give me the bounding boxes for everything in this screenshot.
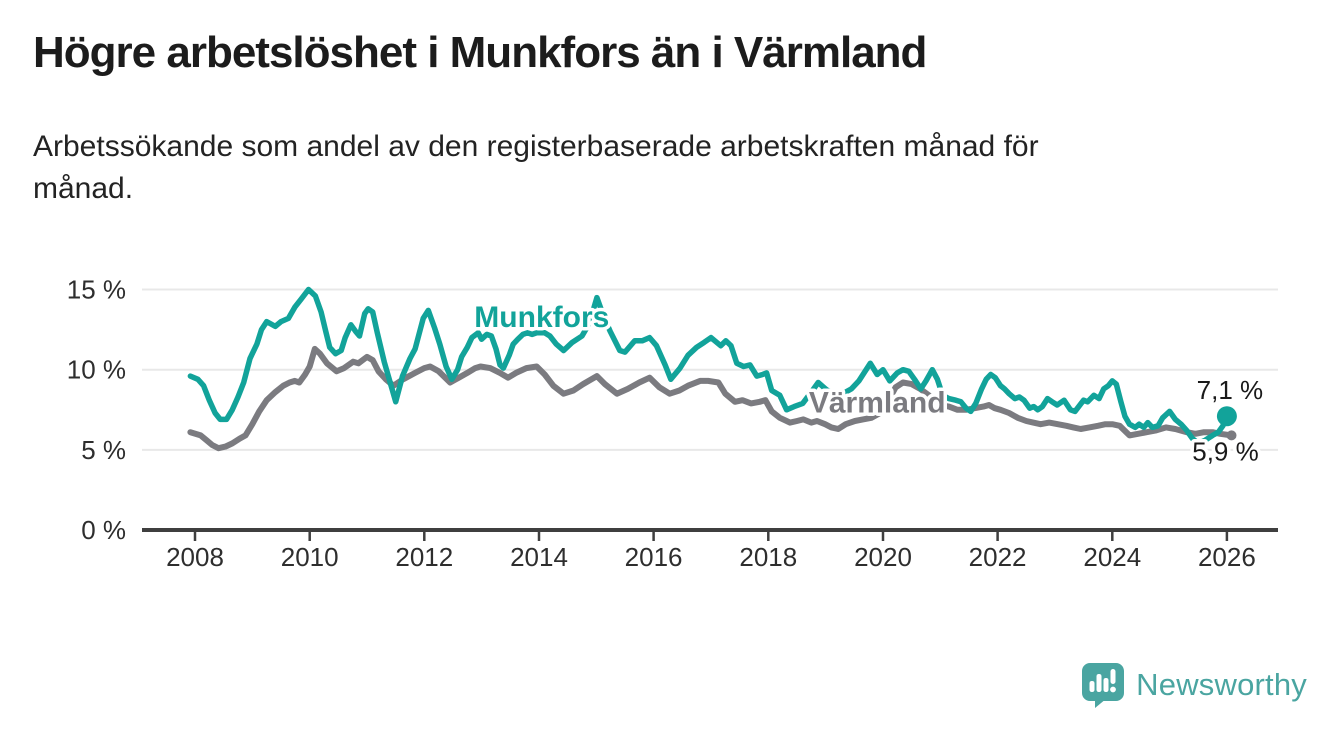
series-line-munkfors [187,286,1230,447]
end-dot-munkfors [1216,406,1237,427]
y-tick-label-5pct: 5 % [81,435,126,465]
x-tick-label-2008: 2008 [166,542,224,572]
end-value-munkfors: 7,1 % [1197,375,1264,405]
y-tick-label-0pct: 0 % [81,515,126,545]
newsworthy-logo: Newsworthy [1080,661,1307,708]
end-cap-värmland [1226,430,1237,441]
y-tick-label-15pct: 15 % [67,275,126,305]
x-tick-label-2012: 2012 [395,542,453,572]
x-tick-label-2026: 2026 [1198,542,1256,572]
x-tick-label-2010: 2010 [281,542,339,572]
series-label-värmland: Värmland [809,387,946,420]
series-line-värmland [187,345,1235,452]
newsworthy-logo-icon [1082,663,1125,708]
series-label-munkfors: Munkfors [474,301,609,334]
page-title: Högre arbetslöshet i Munkfors än i Värml… [33,28,927,77]
x-tick-label-2022: 2022 [969,542,1027,572]
x-tick-label-2014: 2014 [510,542,568,572]
newsworthy-logo-text: Newsworthy [1136,666,1307,702]
end-value-varmland: 5,9 % [1192,436,1259,466]
page-subtitle: Arbetssökande som andel av den registerb… [33,126,1039,210]
subtitle-line-2: månad. [33,172,134,205]
x-tick-label-2016: 2016 [625,542,683,572]
subtitle-line-1: Arbetssökande som andel av den registerb… [33,130,1039,163]
x-tick-label-2020: 2020 [854,542,912,572]
y-tick-label-10pct: 10 % [67,355,126,385]
x-tick-label-2018: 2018 [739,542,797,572]
x-tick-label-2024: 2024 [1083,542,1141,572]
